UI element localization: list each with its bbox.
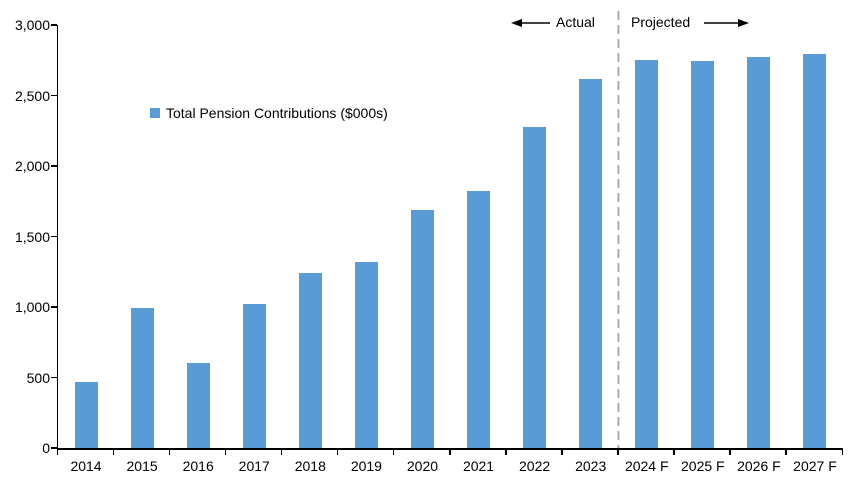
x-axis-category-label: 2014 bbox=[70, 458, 102, 474]
y-axis-tick bbox=[50, 165, 57, 167]
bar-2015 bbox=[130, 308, 154, 448]
y-axis-line bbox=[56, 25, 58, 450]
x-axis-category-label: 2025 F bbox=[681, 458, 725, 474]
x-axis-tick bbox=[505, 449, 507, 455]
x-axis-category-label: 2020 bbox=[406, 458, 439, 474]
y-axis-tick bbox=[50, 235, 57, 238]
bar-2023 bbox=[579, 78, 603, 448]
x-axis-tick bbox=[449, 449, 451, 455]
bar-2026-f bbox=[747, 57, 771, 448]
actual-left-arrow-icon bbox=[511, 19, 550, 27]
bar-2017 bbox=[242, 304, 266, 448]
y-axis-tick-label: 500 bbox=[26, 369, 50, 386]
x-axis-category-label: 2016 bbox=[182, 458, 214, 474]
actual-section-label: Actual bbox=[556, 14, 595, 30]
x-axis-tick bbox=[336, 449, 339, 455]
y-axis-tick-label: 0 bbox=[42, 440, 50, 456]
bar-2016 bbox=[186, 362, 210, 448]
x-axis-tick bbox=[224, 449, 227, 455]
bar-2027-f bbox=[803, 53, 827, 448]
x-axis-category-label: 2021 bbox=[462, 458, 495, 474]
bar-2021 bbox=[467, 191, 491, 448]
x-axis-line bbox=[56, 448, 843, 450]
x-axis-tick bbox=[617, 449, 619, 455]
legend-marker-icon bbox=[150, 108, 160, 118]
y-axis-tick bbox=[50, 306, 57, 308]
y-axis-tick bbox=[50, 447, 57, 449]
x-axis-tick bbox=[392, 449, 395, 455]
bar-2022 bbox=[523, 127, 547, 448]
bar-2018 bbox=[298, 273, 322, 448]
x-axis-category-label: 2018 bbox=[294, 458, 326, 474]
x-axis-tick bbox=[168, 449, 171, 455]
y-axis-tick-label: 3,000 bbox=[14, 17, 50, 33]
x-axis-tick bbox=[56, 449, 58, 455]
x-axis-tick bbox=[280, 449, 283, 455]
y-axis-tick bbox=[50, 376, 57, 379]
x-axis-tick bbox=[112, 449, 115, 455]
x-axis-tick bbox=[785, 449, 787, 455]
y-axis-tick-label: 2,000 bbox=[14, 158, 50, 174]
projected-section-label: Projected bbox=[631, 14, 691, 30]
bar-2024-f bbox=[635, 60, 659, 448]
x-axis-category-label: 2015 bbox=[126, 458, 158, 474]
bar-2025-f bbox=[691, 60, 715, 448]
y-axis-tick-label: 2,500 bbox=[14, 87, 50, 104]
x-axis-tick bbox=[841, 449, 843, 455]
actual-projected-divider-line bbox=[617, 11, 620, 449]
bar-2020 bbox=[410, 209, 434, 448]
projected-right-arrow-icon bbox=[704, 19, 749, 27]
bar-2014 bbox=[74, 381, 98, 448]
y-axis-tick-label: 1,500 bbox=[14, 228, 50, 245]
y-axis-tick bbox=[50, 94, 57, 97]
x-axis-category-label: 2022 bbox=[519, 458, 551, 474]
x-axis-tick bbox=[561, 449, 563, 455]
x-axis-category-label: 2026 F bbox=[737, 458, 781, 474]
bar-2019 bbox=[354, 261, 378, 448]
legend: Total Pension Contributions ($000s) bbox=[150, 105, 388, 121]
x-axis-tick bbox=[673, 449, 675, 455]
y-axis-tick-label: 1,000 bbox=[14, 299, 50, 315]
x-axis-category-label: 2027 F bbox=[793, 458, 837, 474]
x-axis-category-label: 2023 bbox=[575, 458, 607, 474]
y-axis-tick bbox=[50, 24, 57, 26]
x-axis-category-label: 2019 bbox=[350, 458, 382, 474]
x-axis-tick bbox=[729, 449, 731, 455]
x-axis-category-label: 2024 F bbox=[624, 458, 669, 474]
x-axis-category-label: 2017 bbox=[238, 458, 270, 474]
legend-label: Total Pension Contributions ($000s) bbox=[166, 105, 388, 121]
